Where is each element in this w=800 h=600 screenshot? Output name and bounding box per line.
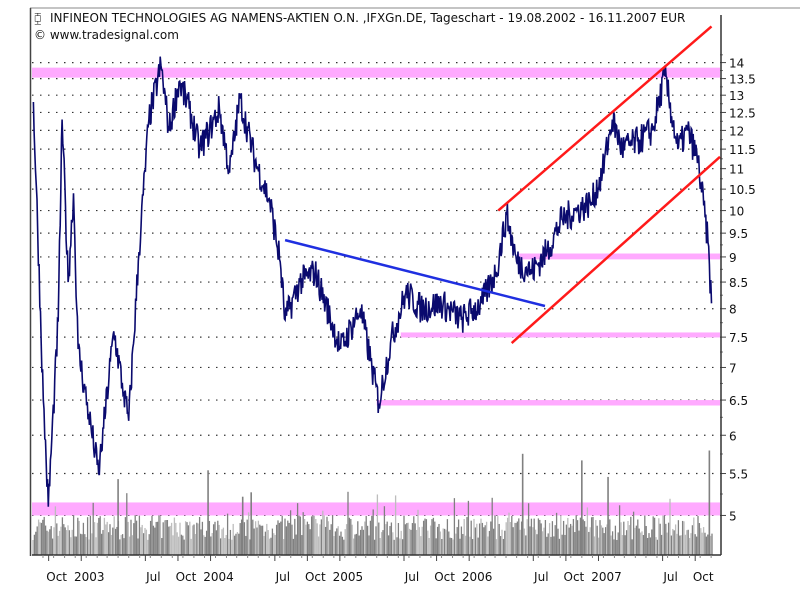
y-tick-label: 12.5 bbox=[729, 106, 756, 120]
y-tick-label: 11.5 bbox=[729, 143, 756, 157]
x-tick-label: 2004 bbox=[203, 570, 234, 584]
y-tick-label: 5 bbox=[729, 509, 737, 523]
x-tick-label: Jul bbox=[662, 570, 677, 584]
x-tick-label: Jul bbox=[533, 570, 548, 584]
y-tick-label: 7 bbox=[729, 361, 737, 375]
y-tick-label: 6 bbox=[729, 429, 737, 443]
volume-bars bbox=[32, 450, 713, 555]
price-line bbox=[32, 56, 713, 507]
y-tick-label: 8 bbox=[729, 303, 737, 317]
support-bands bbox=[32, 67, 720, 516]
x-tick-label: Oct bbox=[46, 570, 67, 584]
x-tick-label: Jul bbox=[145, 570, 160, 584]
chart-subtitle: © www.tradesignal.com bbox=[34, 28, 179, 42]
x-tick-label: Oct bbox=[564, 570, 585, 584]
price-series bbox=[32, 56, 713, 507]
chart-title: INFINEON TECHNOLOGIES AG NAMENS-AKTIEN O… bbox=[50, 11, 685, 25]
trend-lines bbox=[284, 25, 721, 344]
y-tick-label: 6.5 bbox=[729, 394, 748, 408]
x-tick-label: 2005 bbox=[333, 570, 364, 584]
y-tick-label: 13 bbox=[729, 89, 744, 103]
x-tick-label: Jul bbox=[275, 570, 290, 584]
y-tick-label: 9 bbox=[729, 251, 737, 265]
support-band bbox=[376, 400, 720, 406]
y-tick-label: 11 bbox=[729, 163, 744, 177]
x-tick-label: Oct bbox=[305, 570, 326, 584]
support-band bbox=[519, 253, 720, 260]
channel-line bbox=[510, 155, 721, 344]
y-tick-label: 5.5 bbox=[729, 468, 748, 482]
y-tick-label: 8.5 bbox=[729, 276, 748, 290]
x-tick-label: 2006 bbox=[462, 570, 493, 584]
x-tick-label: 2003 bbox=[74, 570, 105, 584]
axes: 5 5.5 6 6.5 7 7.5 8 8.5 9 9.5 10 10.5 11 11.5 12 12.5 13… bbox=[32, 15, 756, 584]
chart-frame bbox=[29, 7, 800, 556]
x-tick-label: 2007 bbox=[591, 570, 622, 584]
y-tick-label: 9.5 bbox=[729, 227, 748, 241]
y-tick-label: 12 bbox=[729, 124, 744, 138]
support-band bbox=[32, 502, 720, 516]
y-tick-label: 10 bbox=[729, 205, 744, 219]
y-tick-label: 7.5 bbox=[729, 331, 748, 345]
x-tick-label: Oct bbox=[693, 570, 714, 584]
channel-line bbox=[497, 25, 713, 212]
y-tick-label: 14 bbox=[729, 57, 744, 71]
title-icon: ⧮ bbox=[34, 11, 42, 25]
x-tick-label: Oct bbox=[434, 570, 455, 584]
x-tick-label: Oct bbox=[176, 570, 197, 584]
y-tick-label: 13.5 bbox=[729, 73, 756, 87]
trend-line bbox=[284, 238, 546, 308]
support-band bbox=[32, 67, 720, 78]
y-tick-label: 10.5 bbox=[729, 183, 756, 197]
x-tick-label: Jul bbox=[404, 570, 419, 584]
support-band bbox=[400, 332, 720, 338]
